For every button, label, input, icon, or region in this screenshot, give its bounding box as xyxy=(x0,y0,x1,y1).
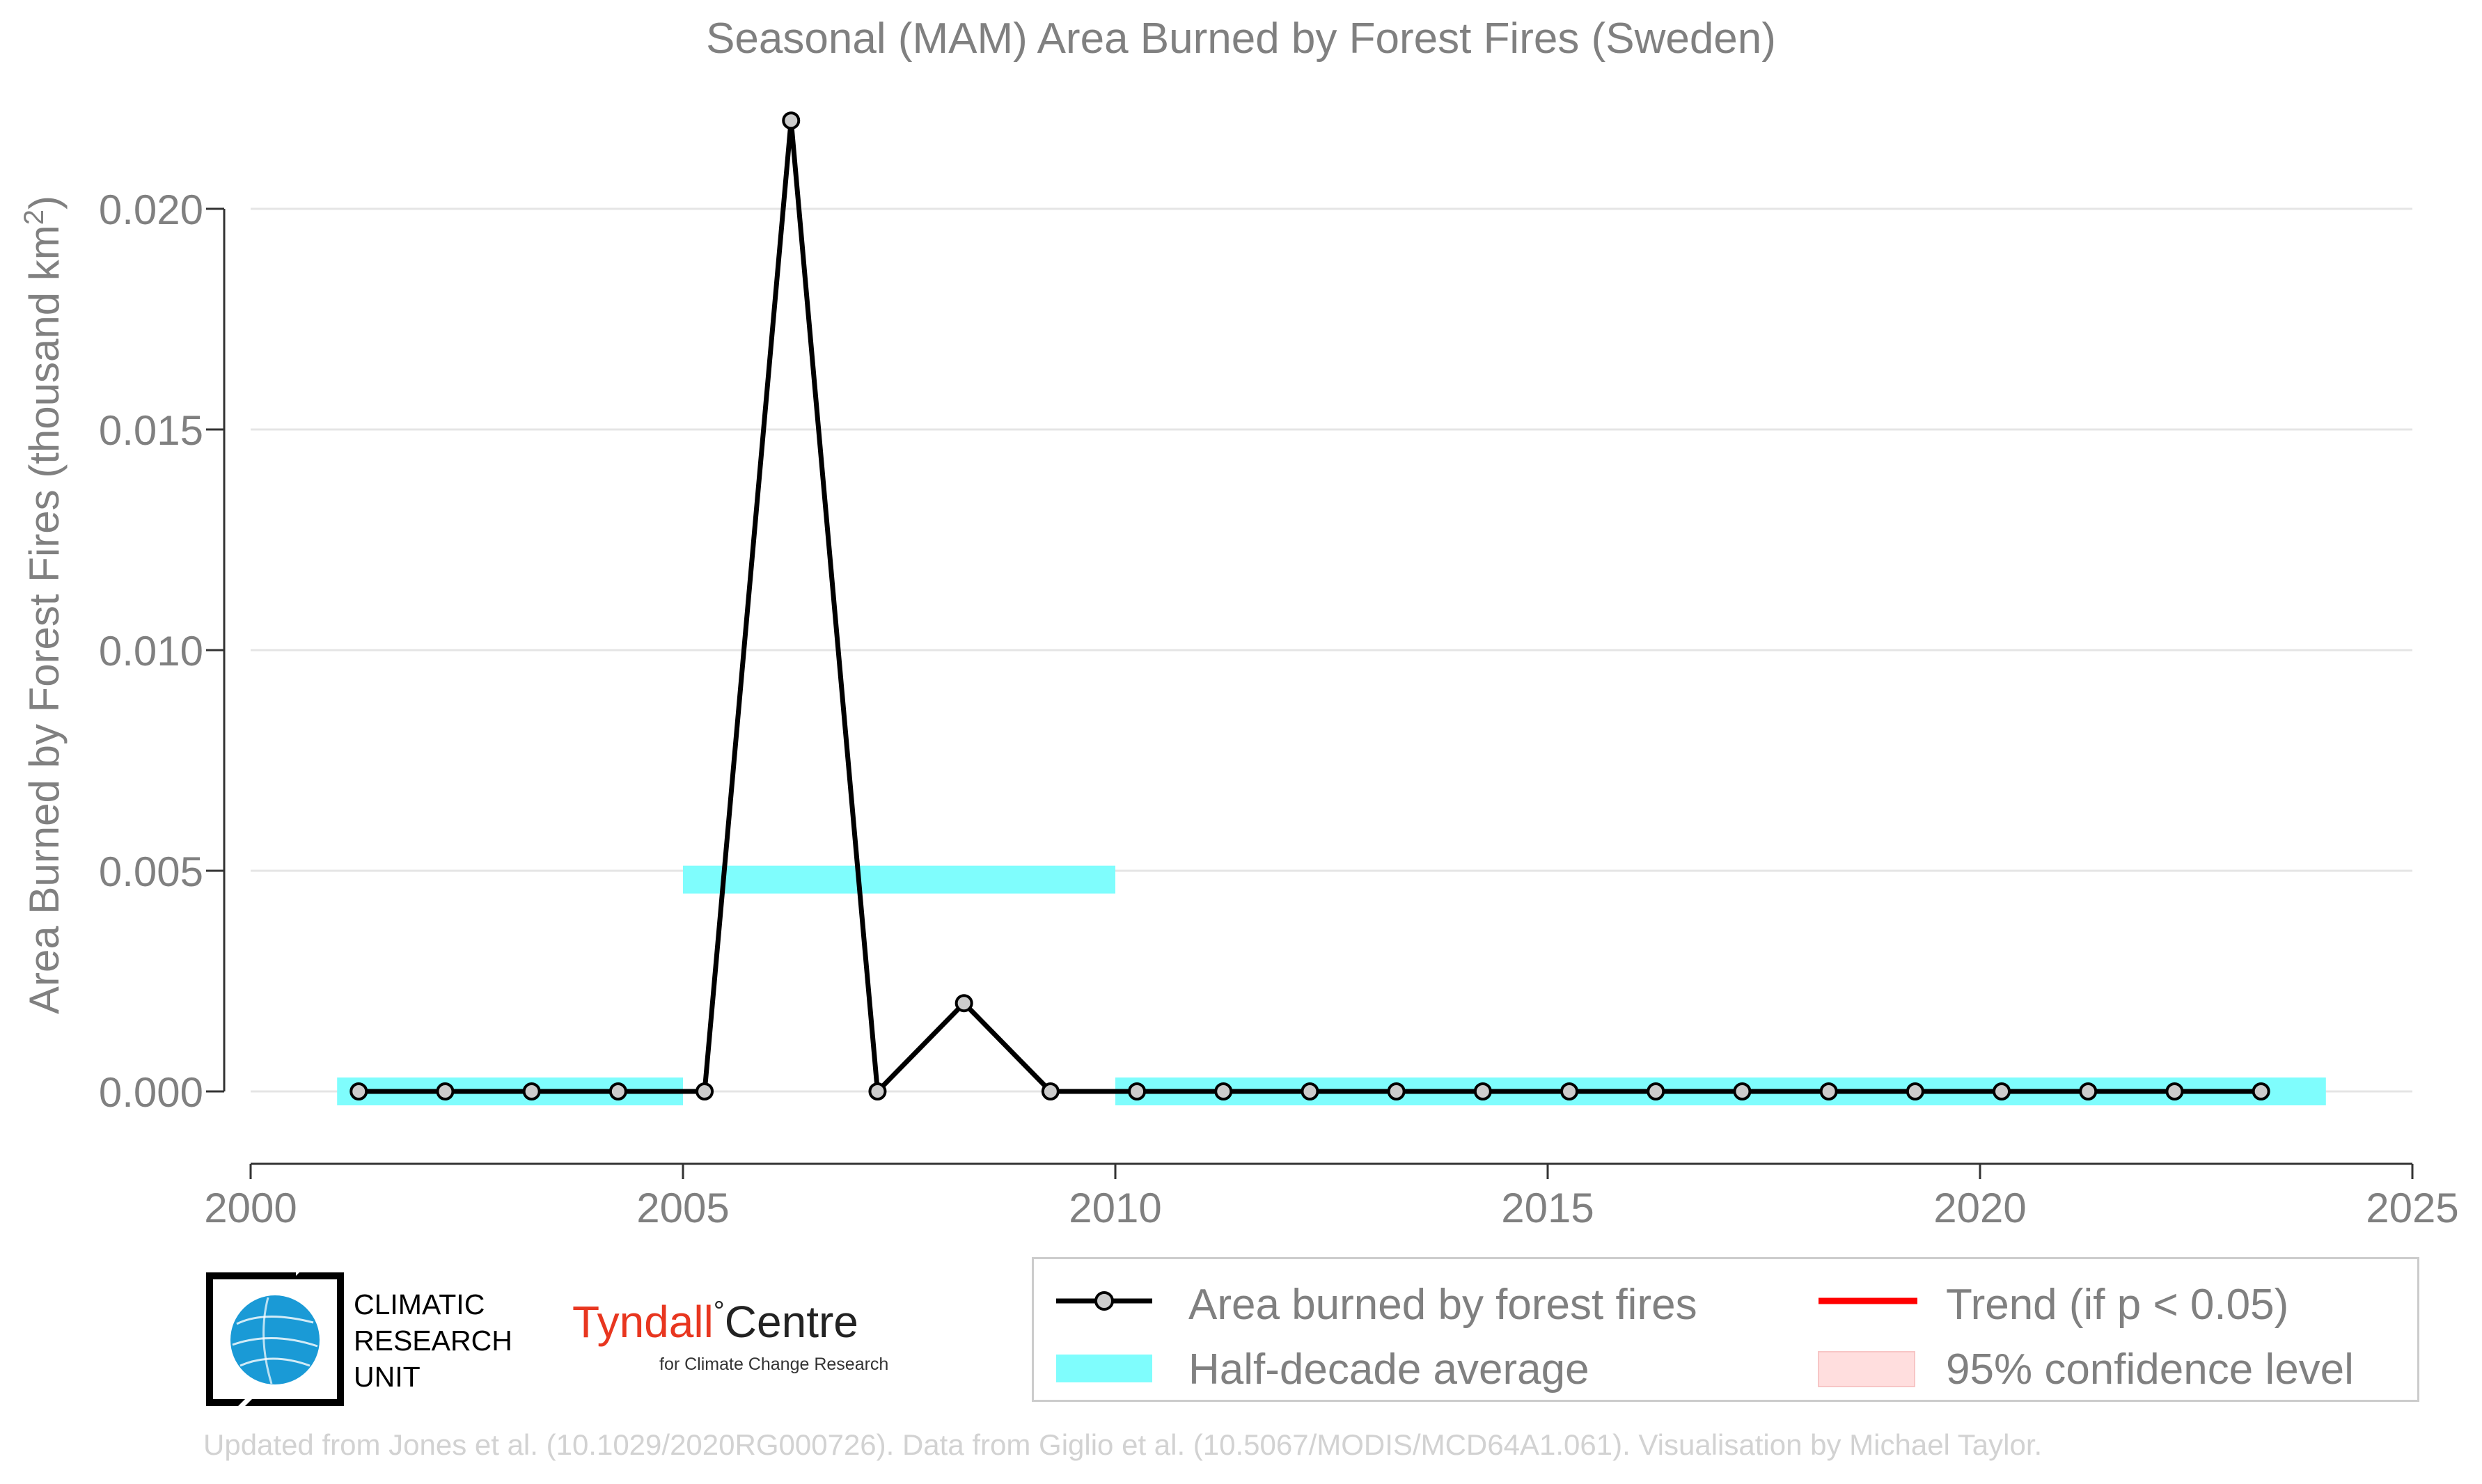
legend-line-marker-icon xyxy=(1056,1291,1152,1311)
chart-legend: Area burned by forest fires Half-decade … xyxy=(1032,1257,2419,1402)
data-point xyxy=(1387,1082,1406,1100)
data-point xyxy=(1733,1082,1752,1100)
legend-ci-swatch-icon xyxy=(1818,1351,1915,1387)
data-point xyxy=(1128,1082,1147,1100)
data-point xyxy=(436,1082,455,1100)
data-point xyxy=(1647,1082,1665,1100)
legend-label: Trend (if p < 0.05) xyxy=(1946,1281,2289,1329)
data-point xyxy=(1819,1082,1838,1100)
tyndall-name: Tyndall xyxy=(572,1297,714,1347)
data-point xyxy=(349,1082,368,1100)
cru-line: RESEARCH xyxy=(354,1325,512,1357)
x-tick-label: 2000 xyxy=(204,1185,297,1231)
cru-logo-text: CLIMATIC RESEARCH UNIT xyxy=(354,1286,512,1395)
tyndall-degree: ° xyxy=(713,1296,725,1327)
series-line xyxy=(359,120,2261,1097)
data-point xyxy=(868,1082,887,1100)
tyndall-subtitle: for Climate Change Research xyxy=(659,1355,889,1374)
cru-logo-icon xyxy=(206,1272,344,1406)
legend-item-trend: Trend (if p < 0.05) xyxy=(1817,1274,2409,1330)
cru-line: UNIT xyxy=(354,1361,421,1393)
legend-trend-line-icon xyxy=(1819,1297,1917,1304)
tyndall-centre: Centre xyxy=(724,1297,858,1347)
x-tick-label: 2020 xyxy=(1933,1185,2026,1231)
y-axis-label: Area Burned by Forest Fires (thousand km… xyxy=(19,196,68,1014)
data-point xyxy=(1993,1082,2011,1100)
legend-item-line: Area burned by forest fires xyxy=(1055,1274,1697,1330)
y-tick-label: 0.010 xyxy=(99,628,203,674)
legend-label: Half-decade average xyxy=(1188,1345,1589,1394)
legend-item-ci: 95% confidence level xyxy=(1817,1339,2409,1395)
x-tick-label: 2005 xyxy=(636,1185,729,1231)
data-point xyxy=(1560,1082,1579,1100)
x-tick-label: 2015 xyxy=(1501,1185,1594,1231)
data-point xyxy=(955,994,973,1013)
data-point xyxy=(2165,1082,2184,1100)
y-tick-label: 0.005 xyxy=(99,848,203,895)
data-point xyxy=(2079,1082,2098,1100)
data-point xyxy=(1214,1082,1233,1100)
data-point xyxy=(608,1082,627,1100)
legend-label: Area burned by forest fires xyxy=(1188,1281,1697,1329)
data-point xyxy=(1041,1082,1060,1100)
data-point xyxy=(522,1082,541,1100)
data-point xyxy=(1473,1082,1492,1100)
data-point xyxy=(2252,1082,2270,1100)
y-tick-label: 0.000 xyxy=(99,1069,203,1116)
tyndall-logo: Tyndall°Centre for Climate Change Resear… xyxy=(572,1296,888,1374)
legend-label: 95% confidence level xyxy=(1946,1345,2354,1394)
x-tick-label: 2010 xyxy=(1069,1185,1161,1231)
data-point xyxy=(1906,1082,1924,1100)
legend-item-band: Half-decade average xyxy=(1055,1339,1681,1395)
data-point xyxy=(782,111,801,130)
cru-line: CLIMATIC xyxy=(354,1288,485,1320)
y-tick-label: 0.020 xyxy=(99,187,203,233)
x-tick-label: 2025 xyxy=(2366,1185,2458,1231)
chart-title: Seasonal (MAM) Area Burned by Forest Fir… xyxy=(706,15,1776,63)
data-point xyxy=(696,1082,714,1100)
legend-band-swatch-icon xyxy=(1056,1355,1152,1382)
half-decade-average-bar xyxy=(683,865,1115,894)
y-tick-label: 0.015 xyxy=(99,407,203,454)
footer-credits: Updated from Jones et al. (10.1029/2020R… xyxy=(203,1428,2043,1461)
data-point xyxy=(1301,1082,1319,1100)
